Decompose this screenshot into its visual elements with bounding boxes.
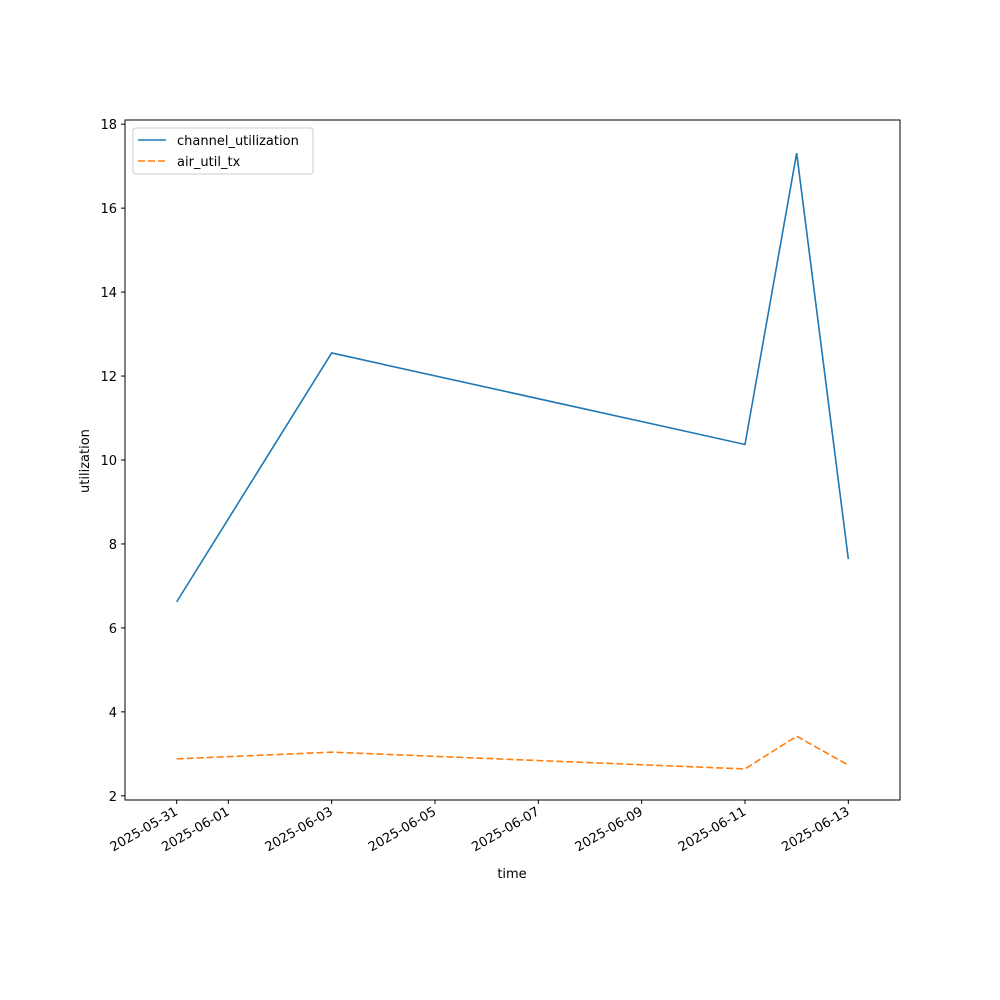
series-line <box>175 153 850 603</box>
x-tick-label: 2025-06-07 <box>469 804 542 855</box>
y-tick-label: 2 <box>109 790 117 805</box>
y-tick-label: 18 <box>100 118 117 133</box>
series-line <box>176 735 849 770</box>
y-tick-label: 4 <box>109 706 117 721</box>
x-tick-label: 2025-06-03 <box>263 804 336 855</box>
legend-label: air_util_tx <box>177 155 241 170</box>
y-tick-label: 6 <box>109 622 117 637</box>
y-tick-label: 12 <box>100 370 117 385</box>
x-tick-label: 2025-06-11 <box>676 804 749 855</box>
y-tick-label: 8 <box>109 538 117 553</box>
x-tick-label: 2025-06-13 <box>779 804 852 855</box>
legend-frame <box>132 127 314 175</box>
x-tick-label: 2025-06-09 <box>573 804 646 855</box>
y-tick-label: 10 <box>100 454 117 469</box>
plot-frame <box>124 119 901 801</box>
x-axis-label: time <box>497 867 526 882</box>
legend-label: channel_utilization <box>177 134 299 149</box>
x-tick-label: 2025-06-05 <box>366 804 439 855</box>
legend: channel_utilization air_util_tx <box>132 127 314 175</box>
y-axis-label: utilization <box>78 429 93 493</box>
y-tick-label: 14 <box>100 286 117 301</box>
y-tick-label: 16 <box>100 202 117 217</box>
